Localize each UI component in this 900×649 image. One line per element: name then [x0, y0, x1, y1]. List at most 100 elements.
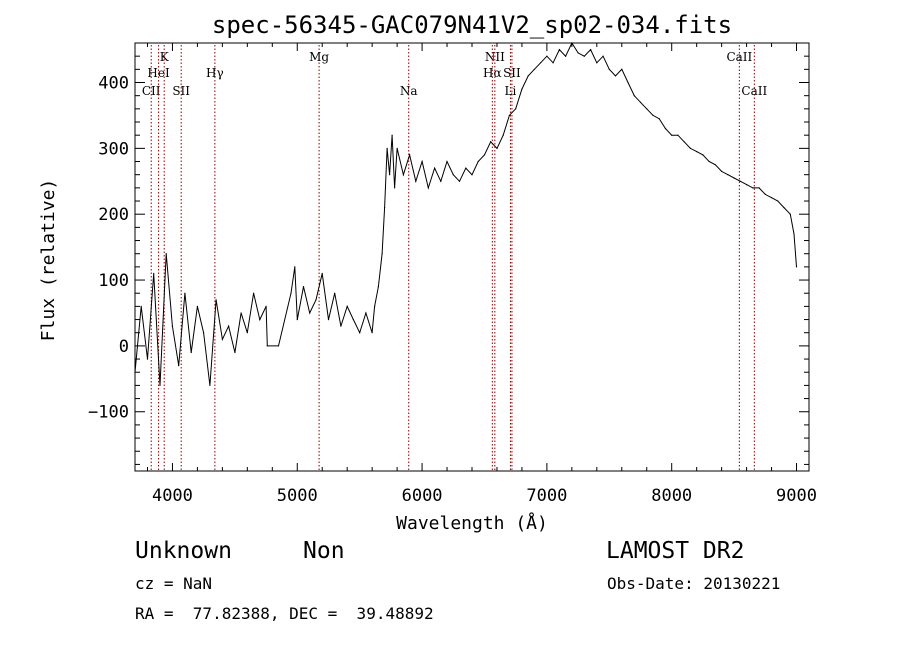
data-point: [434, 167, 436, 169]
data-point: [421, 160, 423, 163]
data-point: [140, 305, 142, 307]
data-point: [596, 62, 598, 64]
y-tick-label: 400: [98, 74, 129, 94]
data-point: [727, 174, 729, 176]
data-point: [714, 164, 717, 166]
data-point: [371, 332, 373, 334]
y-tick-label: 300: [98, 139, 129, 159]
data-point: [391, 134, 393, 136]
line-label-12: CaII: [741, 84, 767, 98]
line-label-11: CaII: [726, 50, 752, 64]
data-point: [290, 292, 292, 294]
data-point: [427, 187, 429, 189]
line-label-10: Li: [505, 84, 517, 98]
data-point: [752, 187, 754, 189]
data-point: [159, 384, 161, 386]
data-point: [465, 167, 467, 169]
object-subclass: Non: [303, 538, 345, 564]
data-point: [409, 154, 411, 156]
chart-title: spec-56345-GAC079N41V2_sp02-034.fits: [212, 11, 732, 39]
data-point: [471, 174, 473, 176]
data-point: [577, 52, 579, 54]
axis-ticks: 4000 5000 6000 7000 8000 9000 −100 0 100 200 300 40…: [88, 43, 817, 506]
data-point: [721, 170, 723, 172]
data-point: [171, 325, 173, 327]
data-point: [696, 151, 698, 153]
data-point: [365, 312, 367, 314]
data-point: [677, 134, 679, 136]
data-point: [266, 345, 268, 347]
x-tick-label: 8000: [651, 486, 692, 506]
y-tick-label: −100: [88, 403, 129, 423]
data-point: [633, 95, 635, 97]
data-point: [527, 75, 529, 77]
data-point: [515, 108, 517, 110]
data-point: [521, 88, 523, 90]
data-point: [203, 332, 205, 334]
data-point: [234, 351, 236, 354]
y-tick-label: 200: [98, 205, 129, 225]
data-point: [508, 114, 510, 116]
data-point: [165, 253, 167, 255]
line-label-9: SII: [503, 66, 521, 80]
data-point: [483, 154, 486, 156]
x-tick-label: 9000: [776, 486, 817, 506]
x-tick-label: 4000: [152, 486, 193, 506]
data-point: [639, 101, 642, 103]
x-tick-label: 7000: [526, 486, 567, 506]
data-point: [540, 62, 542, 64]
data-point: [228, 325, 230, 327]
data-point: [381, 253, 383, 255]
data-point: [321, 272, 323, 275]
line-label-1: HeI: [147, 66, 170, 80]
data-point: [795, 266, 798, 268]
data-point: [384, 207, 386, 209]
data-point: [739, 180, 742, 182]
data-point: [178, 365, 180, 367]
data-point: [789, 213, 791, 215]
data-point: [215, 299, 217, 301]
line-label-7: NII: [485, 50, 505, 64]
data-point: [546, 55, 548, 57]
data-point: [402, 174, 404, 176]
data-point: [386, 147, 388, 149]
data-point: [664, 128, 667, 130]
y-axis-label: Flux (relative): [38, 179, 59, 342]
data-point: [221, 338, 223, 340]
series-line-0: [134, 41, 797, 386]
data-point: [777, 200, 779, 202]
data-point: [502, 134, 504, 136]
data-point: [396, 147, 398, 149]
data-point: [302, 286, 305, 288]
line-label-2: K: [160, 50, 170, 64]
line-label-3: SII: [172, 84, 190, 98]
data-point: [394, 187, 396, 189]
data-point: [458, 180, 461, 182]
survey-label: LAMOST DR2: [606, 538, 745, 564]
data-point: [446, 160, 448, 163]
line-label-0: CII: [142, 84, 161, 98]
data-point: [259, 319, 261, 321]
data-point: [377, 286, 379, 288]
data-point: [583, 55, 585, 57]
data-point: [415, 180, 417, 182]
line-label-8: Hα: [483, 66, 502, 80]
flux-series: [134, 41, 798, 386]
data-point: [277, 345, 280, 347]
data-point: [246, 332, 248, 334]
data-point: [552, 62, 554, 64]
data-point: [340, 325, 342, 327]
redshift: cz = NaN: [135, 574, 213, 593]
data-point: [309, 312, 311, 314]
data-point: [153, 272, 155, 275]
x-tick-label: 5000: [277, 486, 318, 506]
data-point: [783, 207, 785, 209]
data-point: [253, 292, 255, 294]
data-point: [683, 141, 685, 143]
data-point: [327, 319, 330, 321]
data-point: [658, 118, 660, 120]
data-point: [533, 68, 536, 70]
data-point: [758, 187, 760, 189]
